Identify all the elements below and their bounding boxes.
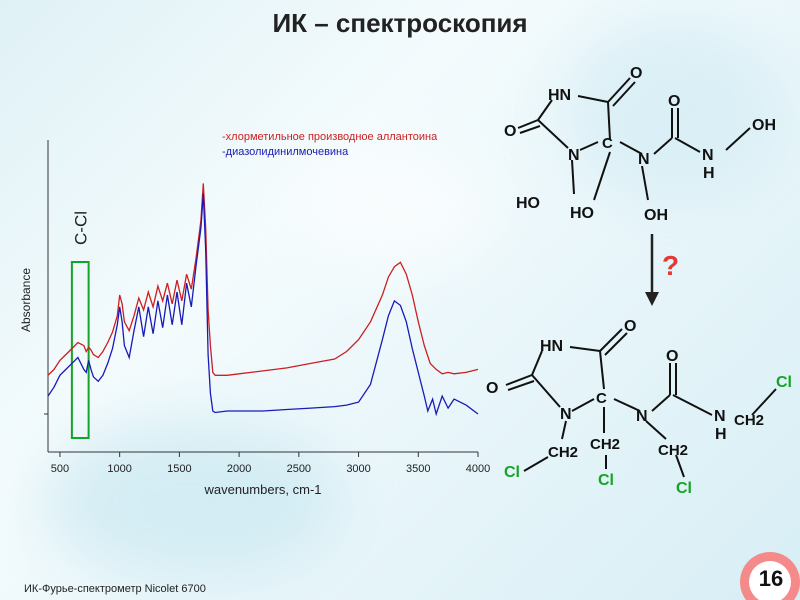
- atom-label: O: [668, 93, 680, 110]
- reaction-arrow: [645, 234, 659, 306]
- atom-label: Cl: [676, 480, 692, 497]
- series-line-diazolidinyl-urea: [47, 193, 479, 417]
- x-tick-label: 1000: [107, 463, 131, 475]
- atom-label: O: [486, 380, 498, 397]
- atom-label: HN: [548, 87, 571, 104]
- legend-entry-red: -хлорметильное производное аллантоина: [222, 131, 438, 143]
- structure-diazolidinyl-urea: HN O O N C N O N H OH HO HO OH: [504, 65, 776, 224]
- x-tick-label: 2500: [287, 463, 311, 475]
- atom-label: CH2: [548, 444, 578, 461]
- x-tick-label: 1500: [167, 463, 191, 475]
- atom-label: H: [703, 165, 715, 182]
- atom-label: HN: [540, 338, 563, 355]
- atom-label: C: [596, 390, 607, 407]
- atom-label: O: [504, 123, 516, 140]
- page-number: 16: [758, 566, 784, 591]
- atom-label: N: [702, 147, 714, 164]
- c-cl-annotation: C-Cl: [71, 211, 90, 245]
- x-tick-label: 500: [51, 463, 69, 475]
- atom-label: OH: [644, 207, 668, 224]
- atom-label: N: [636, 408, 648, 425]
- atom-label: Cl: [776, 374, 792, 391]
- page-badge: [740, 552, 800, 600]
- x-axis-label: wavenumbers, cm-1: [203, 482, 321, 497]
- atom-label: HO: [570, 205, 594, 222]
- atom-label: N: [560, 406, 572, 423]
- atom-label: N: [568, 147, 580, 164]
- question-mark: ?: [662, 250, 680, 281]
- series-line-chloromethyl: [47, 183, 479, 376]
- atom-label: CH2: [658, 442, 688, 459]
- atom-label: HO: [516, 195, 540, 212]
- structure-chloromethyl-allantoin: HN O O N C N O N H Cl CH2 CH2 CH2 CH2 Cl…: [486, 318, 792, 497]
- c-cl-region-box: [70, 261, 90, 439]
- atom-label: O: [630, 65, 642, 82]
- legend-entry-blue: -диазолидинилмочевина: [222, 146, 349, 158]
- atom-label: OH: [752, 117, 776, 134]
- y-axis-label: Absorbance: [19, 268, 33, 332]
- slide-title: ИК – спектроскопия: [272, 8, 528, 38]
- atom-label: N: [638, 151, 650, 168]
- x-tick-label: 4000: [466, 463, 490, 475]
- footer-caption: ИК-Фурье-спектрометр Nicolet 6700: [24, 583, 206, 595]
- atom-label: O: [624, 318, 636, 335]
- atom-label: C: [602, 135, 613, 152]
- x-tick-label: 3500: [406, 463, 430, 475]
- x-tick-label: 3000: [346, 463, 370, 475]
- atom-label: CH2: [590, 436, 620, 453]
- atom-label: Cl: [504, 464, 520, 481]
- x-tick-label: 2000: [227, 463, 251, 475]
- atom-label: N: [714, 408, 726, 425]
- atom-label: O: [666, 348, 678, 365]
- atom-label: H: [715, 426, 727, 443]
- atom-label: Cl: [598, 472, 614, 489]
- atom-label: CH2: [734, 412, 764, 429]
